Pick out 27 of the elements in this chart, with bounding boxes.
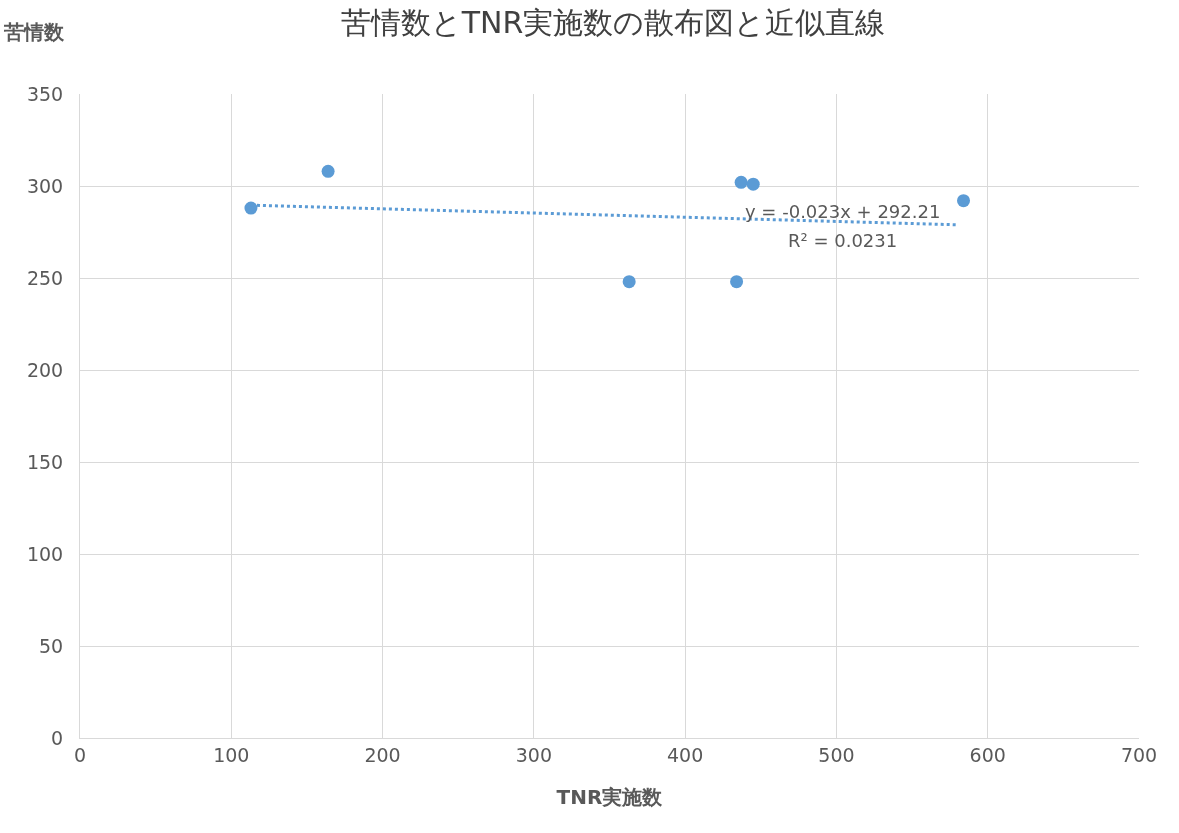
x-tick-label: 700 bbox=[1120, 743, 1158, 766]
y-tick-label: 50 bbox=[39, 634, 64, 657]
point bbox=[622, 275, 636, 289]
point bbox=[734, 175, 748, 189]
x-tick-label: 100 bbox=[213, 743, 250, 766]
y-axis-title: 苦情数 bbox=[3, 20, 65, 44]
y-tick-label: 250 bbox=[26, 266, 64, 289]
x-axis-title: TNR実施数 bbox=[556, 785, 664, 810]
y-tick-label: 0 bbox=[51, 726, 64, 749]
point bbox=[730, 275, 744, 289]
point bbox=[321, 164, 335, 178]
chart-title: 苦情数とTNR実施数の散布図と近似直線 bbox=[340, 5, 886, 41]
y-tick-label: 100 bbox=[26, 542, 64, 565]
y-tick-label: 150 bbox=[26, 450, 64, 473]
point bbox=[957, 194, 971, 208]
x-tick-label: 0 bbox=[73, 743, 87, 766]
x-tick-label: 600 bbox=[969, 743, 1006, 766]
x-tick-label: 200 bbox=[364, 743, 401, 766]
point bbox=[746, 177, 760, 191]
y-tick-label: 300 bbox=[26, 174, 64, 197]
y-tick-label: 200 bbox=[26, 358, 64, 381]
x-tick-label: 500 bbox=[818, 743, 855, 766]
annotation: R² = 0.0231 bbox=[788, 230, 898, 251]
y-tick-label: 350 bbox=[26, 82, 64, 105]
x-tick-label: 300 bbox=[515, 743, 552, 766]
x-tick-label: 400 bbox=[667, 743, 704, 766]
annotation: y = -0.023x + 292.21 bbox=[745, 201, 941, 222]
